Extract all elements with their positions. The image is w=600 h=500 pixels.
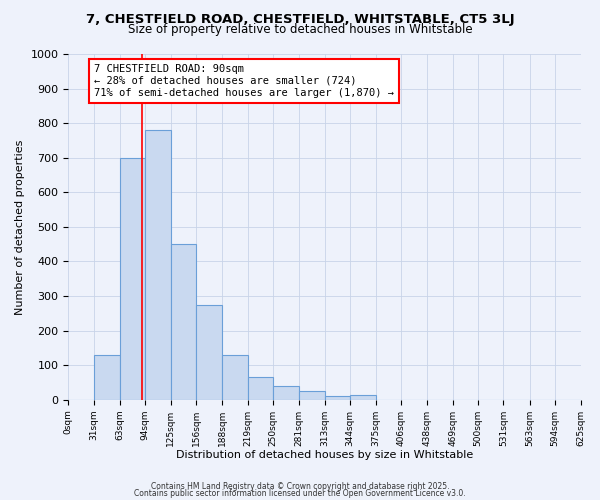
Bar (350, 394, 376, 400)
Bar (223, 355, 248, 400)
Bar (299, 391, 325, 400)
Bar (273, 386, 299, 400)
Text: 7 CHESTFIELD ROAD: 90sqm
← 28% of detached houses are smaller (724)
71% of semi-: 7 CHESTFIELD ROAD: 90sqm ← 28% of detach… (94, 64, 394, 98)
Bar (120, 158, 145, 400)
Bar (94, 355, 120, 400)
X-axis label: Distribution of detached houses by size in Whitstable: Distribution of detached houses by size … (176, 450, 473, 460)
Y-axis label: Number of detached properties: Number of detached properties (15, 139, 25, 314)
Text: Size of property relative to detached houses in Whitstable: Size of property relative to detached ho… (128, 22, 472, 36)
Text: Contains HM Land Registry data © Crown copyright and database right 2025.: Contains HM Land Registry data © Crown c… (151, 482, 449, 491)
Bar (248, 378, 273, 400)
Bar (325, 396, 350, 400)
Bar (171, 244, 196, 400)
Bar (196, 304, 223, 400)
Text: 7, CHESTFIELD ROAD, CHESTFIELD, WHITSTABLE, CT5 3LJ: 7, CHESTFIELD ROAD, CHESTFIELD, WHITSTAB… (86, 12, 514, 26)
Text: Contains public sector information licensed under the Open Government Licence v3: Contains public sector information licen… (134, 490, 466, 498)
Bar (145, 130, 171, 400)
